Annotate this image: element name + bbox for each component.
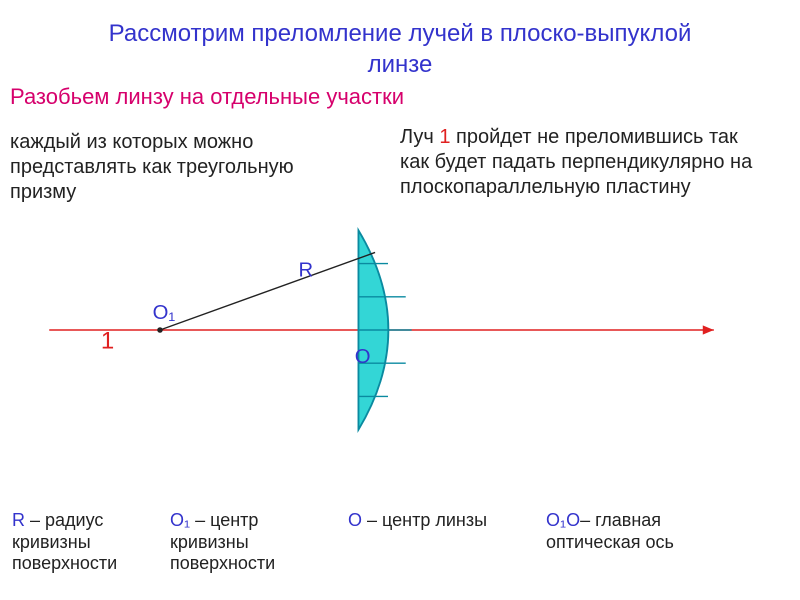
legend-symbol: O₁O <box>546 510 580 530</box>
left-column-text: каждый из которых можно представлять как… <box>10 130 340 205</box>
legend-item: O₁ – центр кривизны поверхности <box>170 510 320 575</box>
legend-item: R – радиус кривизны поверхности <box>12 510 142 575</box>
legend-symbol: O₁ <box>170 510 190 530</box>
center-o1-point <box>157 327 163 333</box>
title-line1: Рассмотрим преломление лучей в плоско-вы… <box>109 20 692 47</box>
label-r: R <box>298 259 313 281</box>
axis-arrow-icon <box>703 325 714 334</box>
title-line2: линзе <box>368 51 433 78</box>
slide-subtitle: Разобьем линзу на отдельные участки <box>0 80 800 110</box>
right-column-text: Луч 1 пройдет не преломившись так как бу… <box>400 125 770 200</box>
lens-diagram: O₁ O R 1 <box>0 210 800 450</box>
label-o: O <box>355 346 371 368</box>
legend-desc: – центр линзы <box>362 510 487 530</box>
legend-desc: – радиус кривизны поверхности <box>12 510 117 573</box>
legend-symbol: O <box>348 510 362 530</box>
legend-item: O – центр линзы <box>348 510 518 575</box>
ray-number: 1 <box>439 126 450 148</box>
label-o1: O₁ <box>153 302 176 324</box>
legend-symbol: R <box>12 510 25 530</box>
right-text-before: Луч <box>400 126 439 148</box>
right-text-after: пройдет не преломившись так как будет па… <box>400 126 752 198</box>
legend-item: O₁O– главная оптическая ось <box>546 510 736 575</box>
legend: R – радиус кривизны поверхности O₁ – цент… <box>0 510 792 575</box>
slide-title: Рассмотрим преломление лучей в плоско-вы… <box>0 0 800 80</box>
label-ray1: 1 <box>101 327 114 354</box>
radius-line <box>160 252 375 330</box>
